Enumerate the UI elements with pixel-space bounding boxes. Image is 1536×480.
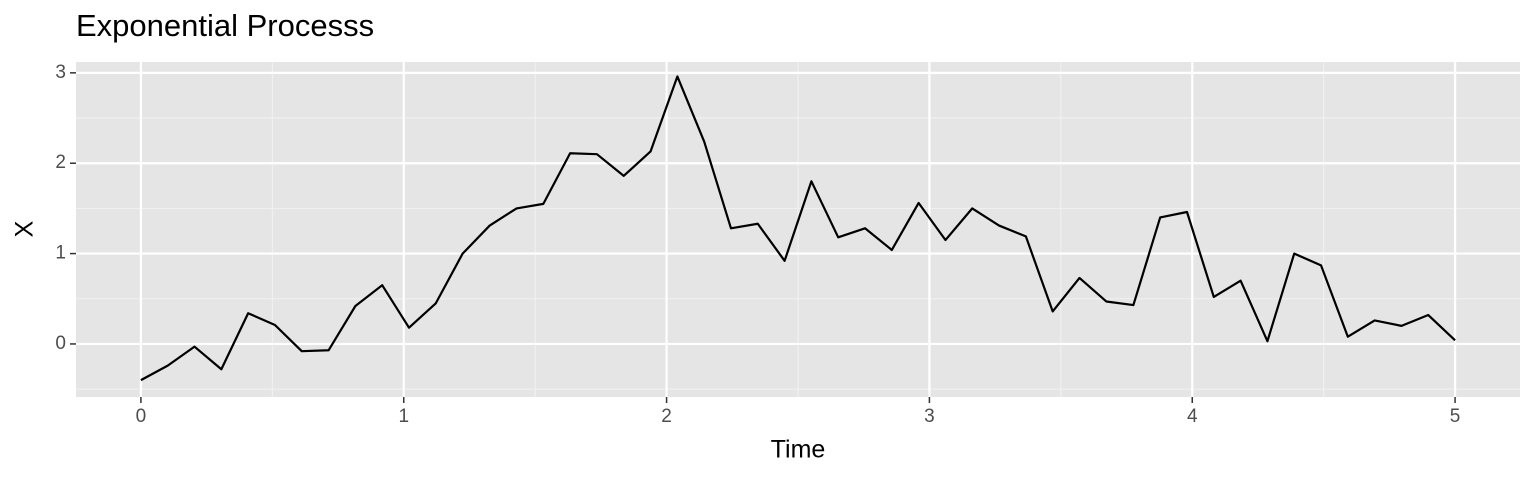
y-axis-title: X xyxy=(11,220,39,237)
chart-title: Exponential Processs xyxy=(76,8,374,43)
line xyxy=(140,75,1456,382)
x-tick-label: 5 xyxy=(1450,406,1461,427)
x-axis-title: Time xyxy=(771,436,826,464)
y-tick-label: 2 xyxy=(55,152,66,173)
x-tick-label: 1 xyxy=(398,406,409,427)
y-tick-label: 0 xyxy=(55,333,66,354)
y-tick-label: 3 xyxy=(55,62,66,83)
x-tick-label: 2 xyxy=(661,406,672,427)
y-tick-label: 1 xyxy=(55,243,66,264)
plot xyxy=(140,75,1456,382)
x-tick-label: 0 xyxy=(136,406,147,427)
x-tick-label: 4 xyxy=(1187,406,1198,427)
x-tick-label: 3 xyxy=(924,406,935,427)
grid xyxy=(76,62,1520,397)
